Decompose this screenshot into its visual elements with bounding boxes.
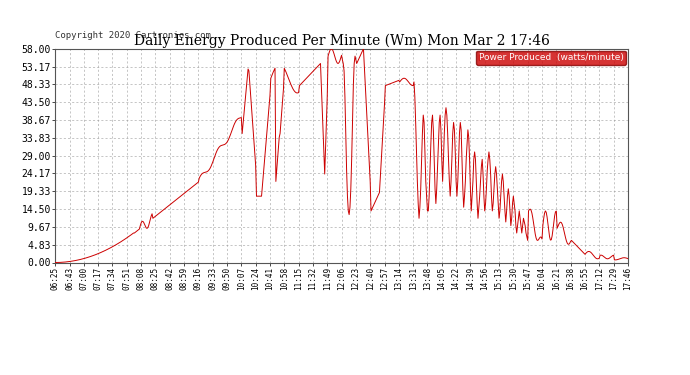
Text: Copyright 2020 Cartronics.com: Copyright 2020 Cartronics.com bbox=[55, 31, 211, 40]
Title: Daily Energy Produced Per Minute (Wm) Mon Mar 2 17:46: Daily Energy Produced Per Minute (Wm) Mo… bbox=[134, 33, 549, 48]
Legend: Power Produced  (watts/minute): Power Produced (watts/minute) bbox=[476, 51, 626, 65]
